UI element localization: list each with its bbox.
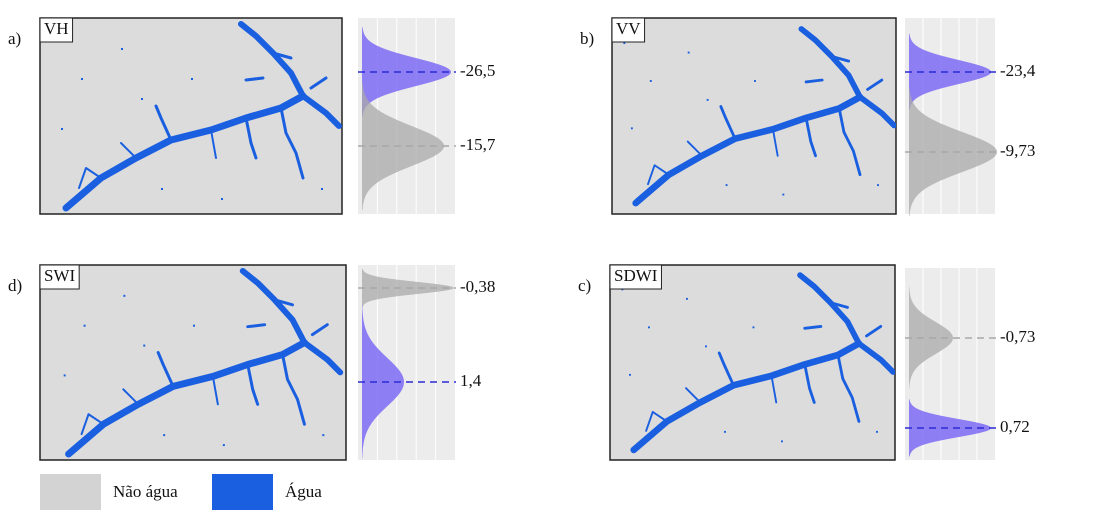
panel-name-box	[39, 264, 80, 290]
legend-swatch	[212, 474, 273, 510]
panel-letter: a)	[8, 29, 21, 48]
panel-name-box	[611, 17, 646, 43]
threshold-label: 0,72	[1000, 417, 1030, 436]
legend-swatch	[40, 474, 101, 510]
threshold-label: -23,4	[1000, 61, 1036, 80]
threshold-label: -15,7	[460, 135, 496, 154]
density-curve	[909, 399, 991, 457]
legend-label: Não água	[113, 482, 178, 501]
legend-label: Água	[285, 482, 322, 501]
density-curve	[909, 33, 991, 111]
threshold-label: -0,73	[1000, 327, 1035, 346]
threshold-label: 1,4	[460, 371, 482, 390]
threshold-label: -9,73	[1000, 141, 1035, 160]
panel-letter: d)	[8, 276, 22, 295]
panel-name: SWI	[44, 266, 76, 285]
threshold-label: -26,5	[460, 61, 495, 80]
panel-name: SDWI	[614, 266, 658, 285]
map-background	[39, 264, 347, 461]
panel-name-box	[609, 264, 662, 290]
panel-name: VV	[616, 19, 641, 38]
density-curve	[362, 82, 444, 210]
threshold-label: -0,38	[460, 277, 495, 296]
panel-name-box	[39, 17, 74, 43]
panel-name: VH	[44, 19, 69, 38]
panel-letter: b)	[580, 29, 594, 48]
panel-letter: c)	[578, 276, 591, 295]
map-background	[39, 17, 343, 215]
